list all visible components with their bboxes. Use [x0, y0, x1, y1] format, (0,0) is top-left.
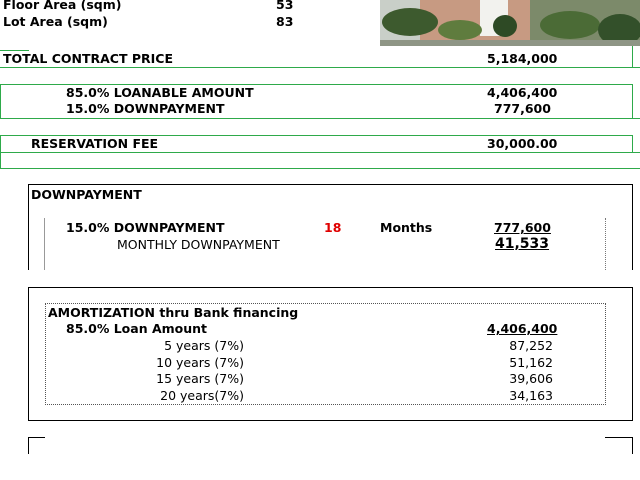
- label: 85.0% LOANABLE AMOUNT: [66, 85, 254, 100]
- term-label: 15 years (7%): [156, 371, 244, 386]
- value: 4,406,400: [487, 85, 558, 100]
- label: 15.0% DOWNPAYMENT: [66, 220, 225, 235]
- monthly-amortization: 87,252: [509, 338, 553, 353]
- label: Lot Area (sqm): [3, 14, 108, 29]
- monthly-amortization: 39,606: [509, 371, 553, 386]
- label: 85.0% Loan Amount: [66, 321, 208, 336]
- term-label: 5 years (7%): [164, 338, 244, 353]
- months-label: Months: [380, 220, 433, 235]
- value: 41,533: [495, 236, 550, 252]
- label: RESERVATION FEE: [31, 136, 159, 151]
- months-count: 18: [324, 220, 342, 235]
- term-label: 20 years(7%): [160, 387, 244, 403]
- value: 83: [276, 14, 294, 29]
- monthly-amortization: 51,162: [509, 354, 553, 370]
- house-photo: [380, 0, 640, 46]
- value: 30,000.00: [487, 136, 558, 151]
- value: 53: [276, 0, 294, 12]
- value: 777,600: [494, 101, 551, 116]
- label: MONTHLY DOWNPAYMENT: [117, 237, 280, 252]
- value: 777,600: [494, 220, 551, 235]
- label: 15.0% DOWNPAYMENT: [66, 101, 225, 116]
- term-label: 10 years (7%): [156, 354, 244, 370]
- section-title: DOWNPAYMENT: [31, 187, 142, 202]
- monthly-amortization: 34,163: [509, 387, 553, 403]
- section-title: AMORTIZATION thru Bank financing: [48, 305, 299, 320]
- label: Floor Area (sqm): [3, 0, 122, 12]
- label: TOTAL CONTRACT PRICE: [3, 51, 173, 66]
- value: 4,406,400: [487, 321, 558, 336]
- value: 5,184,000: [487, 51, 558, 66]
